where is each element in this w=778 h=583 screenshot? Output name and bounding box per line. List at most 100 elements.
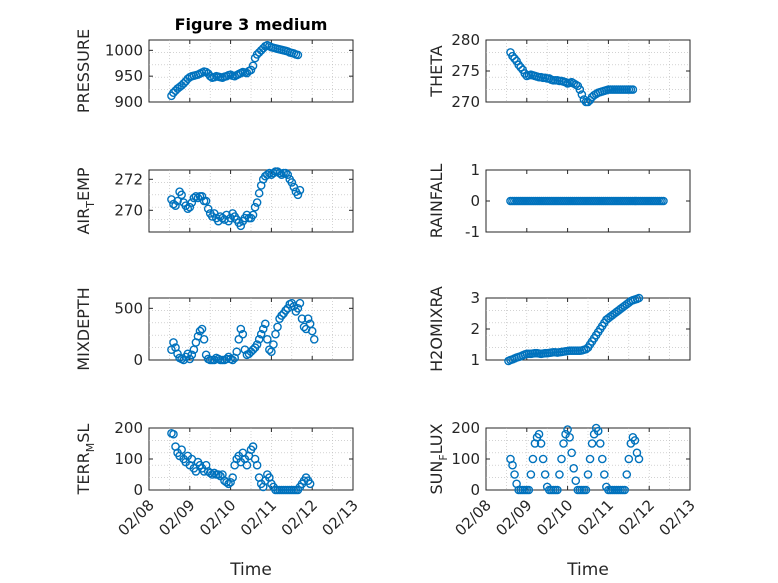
data-point xyxy=(242,460,252,470)
data-point xyxy=(593,426,603,436)
data-point xyxy=(295,298,305,308)
data-point xyxy=(183,204,193,214)
subplot-1: 900 950 1000 PRESSURE xyxy=(74,29,354,113)
y-axis-label-text: SUN xyxy=(427,461,446,495)
data-point xyxy=(277,311,286,320)
y-axis-label-text: H2OMIXRA xyxy=(427,286,446,372)
data-point xyxy=(281,306,290,315)
y-tick-label: 1 xyxy=(470,351,480,369)
data-point xyxy=(303,314,313,323)
data-point xyxy=(265,345,274,354)
y-axis-label-suffix: SL xyxy=(74,424,93,443)
data-point xyxy=(275,168,284,178)
data-point xyxy=(191,192,201,201)
data-point xyxy=(248,210,258,220)
y-axis-label-text: AIR xyxy=(74,208,93,235)
x-tick-label: 02/09 xyxy=(155,496,198,539)
data-point xyxy=(252,460,262,470)
y-axis-label-suffix: EMP xyxy=(74,167,93,201)
data-point xyxy=(187,350,197,360)
data-point xyxy=(260,319,270,329)
data-point xyxy=(250,202,260,212)
data-point xyxy=(297,314,307,323)
y-axis-label: SUNFLUX xyxy=(427,423,450,494)
data-point xyxy=(600,470,609,479)
data-point xyxy=(183,349,193,359)
data-point xyxy=(199,335,209,344)
data-point xyxy=(577,90,587,99)
data-point xyxy=(516,62,525,72)
data-point xyxy=(248,345,258,354)
data-point xyxy=(557,454,566,464)
data-point xyxy=(222,354,231,364)
data-point xyxy=(277,170,286,179)
data-point xyxy=(226,477,235,487)
y-axis-label: H2OMIXRA xyxy=(427,286,446,372)
data-point xyxy=(201,350,211,360)
data-point xyxy=(258,324,268,334)
data-point xyxy=(171,201,180,210)
y-tick-label: 272 xyxy=(114,170,143,188)
data-point xyxy=(209,355,219,365)
data-point xyxy=(169,338,178,347)
y-tick-label: 100 xyxy=(451,450,480,468)
data-point xyxy=(634,454,644,464)
data-point xyxy=(571,476,581,486)
subplot-2: 270 275 280 THETA xyxy=(427,31,691,111)
data-point xyxy=(238,329,248,339)
data-point xyxy=(293,50,303,60)
x-tick-label: 02/13 xyxy=(319,496,362,539)
data-markers xyxy=(506,196,668,206)
data-point xyxy=(575,85,585,94)
data-point xyxy=(254,188,264,198)
data-point xyxy=(236,324,246,334)
data-point xyxy=(565,432,574,442)
data-point xyxy=(567,448,576,458)
data-point xyxy=(273,322,282,332)
subplot-8: 0100200SUNFLUX02/0802/0902/1002/1102/120… xyxy=(427,419,699,580)
y-tick-label: 900 xyxy=(114,93,143,111)
grid-lines xyxy=(149,298,353,360)
data-point xyxy=(526,470,536,479)
data-point xyxy=(534,429,544,439)
data-point xyxy=(177,445,186,455)
data-point xyxy=(220,215,229,224)
data-point xyxy=(305,479,315,489)
data-point xyxy=(553,485,562,495)
data-markers xyxy=(506,48,638,107)
y-tick-label: 0 xyxy=(470,192,480,210)
data-point xyxy=(287,178,297,187)
y-axis-label-text: TERR xyxy=(74,452,93,495)
data-point xyxy=(540,470,550,479)
data-markers xyxy=(167,428,315,495)
data-point xyxy=(226,213,235,223)
data-point xyxy=(587,439,597,448)
y-tick-label: -1 xyxy=(465,223,480,241)
y-tick-label: 0 xyxy=(470,481,480,499)
y-tick-label: 950 xyxy=(114,67,143,85)
data-point xyxy=(620,485,630,495)
y-tick-label: 500 xyxy=(114,299,143,317)
y-tick-label: 100 xyxy=(114,450,143,468)
x-tick-label: 02/09 xyxy=(492,496,535,539)
data-point xyxy=(265,168,274,178)
data-point xyxy=(622,470,632,479)
data-point xyxy=(252,198,262,207)
data-point xyxy=(252,340,262,349)
data-point xyxy=(595,439,605,448)
data-point xyxy=(207,470,217,479)
subplot-3: 270 272 AIRTEMP xyxy=(74,167,354,235)
data-point xyxy=(569,463,579,473)
data-point xyxy=(563,425,572,434)
data-markers xyxy=(167,40,303,101)
y-axis-label: TERRMSL xyxy=(74,424,97,496)
x-tick-label: 02/11 xyxy=(574,496,617,539)
data-point xyxy=(293,304,303,313)
data-markers xyxy=(506,423,644,495)
subplot-7: 0 100 200 TERRMSL 02/0802/0902/1002/1102/120… xyxy=(74,419,362,580)
data-point xyxy=(281,168,290,178)
data-point xyxy=(203,204,213,214)
data-point xyxy=(263,170,272,179)
data-point xyxy=(205,71,215,81)
